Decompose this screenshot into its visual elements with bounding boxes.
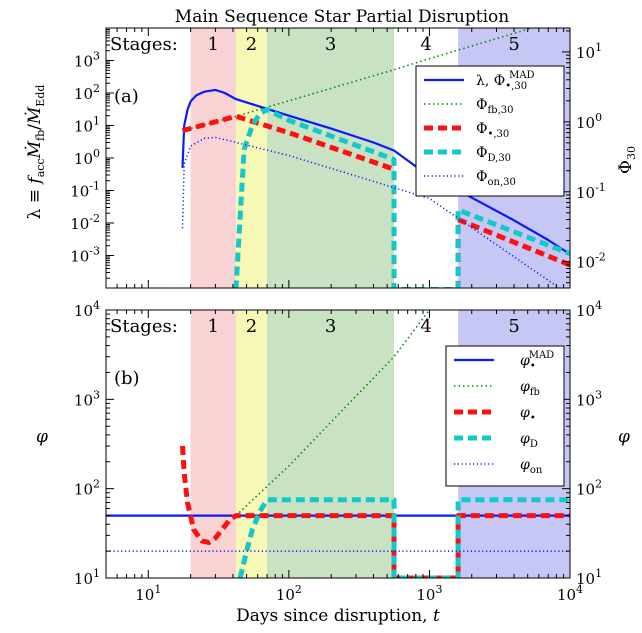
panel-b-ylabel: φ [36, 427, 48, 447]
series-line-3 [237, 497, 570, 578]
y-tick-label: 102 [74, 82, 100, 103]
legend-label-4: Φon,30 [476, 169, 516, 188]
y-tick-label-right: 104 [576, 299, 602, 320]
stage-band-1 [190, 28, 236, 288]
stages-label: Stages: [110, 316, 178, 337]
y-tick-label: 10-1 [70, 180, 100, 201]
stage-band-3 [267, 310, 395, 578]
legend-label-3: ΦD,30 [476, 145, 511, 164]
y-tick-label-right: 101 [576, 567, 602, 588]
x-tick-label: 104 [557, 583, 583, 604]
y-tick-label: 104 [74, 299, 100, 320]
series-line-1 [182, 28, 535, 132]
y-right-tick-label: 10-2 [576, 251, 606, 272]
series-line-4 [181, 136, 561, 288]
plot-frame [105, 309, 571, 579]
panel-label: (b) [114, 368, 140, 389]
legend-label-3: φD [520, 431, 538, 450]
legend-box [415, 65, 565, 197]
y-right-tick-label: 100 [576, 111, 602, 132]
y-tick-label: 10-2 [70, 212, 100, 233]
stage-label-1: 1 [208, 316, 219, 337]
chart-title: Main Sequence Star Partial Disruption [175, 7, 509, 27]
stage-label-2: 2 [246, 316, 257, 337]
y-tick-label: 10-3 [70, 245, 100, 266]
stage-band-2 [235, 310, 268, 578]
panel-a: Stages: 1 2 3 4 5 10-3 10-2 10-1 100 101 102 103 10-2… [70, 27, 606, 289]
y-right-tick-label: 10-1 [576, 181, 606, 202]
panel-a-ylabel: λ ≡ faccṀfb/ṀEdd [24, 85, 47, 220]
legend-label-1: φfb [520, 379, 540, 398]
x-tick-label: 101 [135, 583, 161, 604]
stages-label: Stages: [110, 34, 178, 55]
stage-label-2: 2 [246, 34, 257, 55]
series-line-3 [233, 107, 570, 288]
stage-label-1: 1 [208, 34, 219, 55]
y-right-tick-label: 101 [576, 41, 602, 62]
stage-label-3: 3 [325, 316, 336, 337]
stage-band-3 [267, 28, 395, 288]
y-tick-label: 103 [74, 388, 100, 409]
y-tick-label: 103 [74, 50, 100, 71]
series-line-1 [235, 310, 431, 517]
panel-b-ylabel-right: φ [618, 427, 630, 447]
y-tick-label: 101 [74, 115, 100, 136]
legend-label-4: φon [520, 457, 543, 476]
panel-a-ylabel-right: Φ30 [616, 146, 638, 174]
x-tick-label: 103 [416, 583, 442, 604]
stage-label-4: 4 [420, 34, 431, 55]
stage-label-3: 3 [325, 34, 336, 55]
x-tick-label: 102 [276, 583, 302, 604]
stage-label-5: 5 [508, 316, 519, 337]
panel-label: (a) [114, 86, 139, 107]
y-tick-label-right: 103 [576, 388, 602, 409]
y-tick-label: 100 [74, 147, 100, 168]
x-axis-label: Days since disruption, t [236, 606, 440, 626]
legend-box [445, 345, 565, 487]
legend-label-0: φ•MAD [520, 350, 554, 372]
y-tick-label-right: 102 [576, 478, 602, 499]
series-group [106, 310, 570, 578]
stage-label-4: 4 [420, 316, 431, 337]
legend-label-1: Φfb,30 [476, 97, 514, 116]
legend-label-0: λ, Φ•,30MAD [476, 70, 535, 92]
stage-label-5: 5 [508, 34, 519, 55]
y-tick-label: 101 [74, 567, 100, 588]
stage-band-2 [235, 28, 268, 288]
y-tick-label: 102 [74, 478, 100, 499]
legend-label-2: φ• [520, 405, 536, 424]
stage-band-1 [190, 310, 236, 578]
legend-label-2: Φ•,30 [476, 121, 509, 140]
